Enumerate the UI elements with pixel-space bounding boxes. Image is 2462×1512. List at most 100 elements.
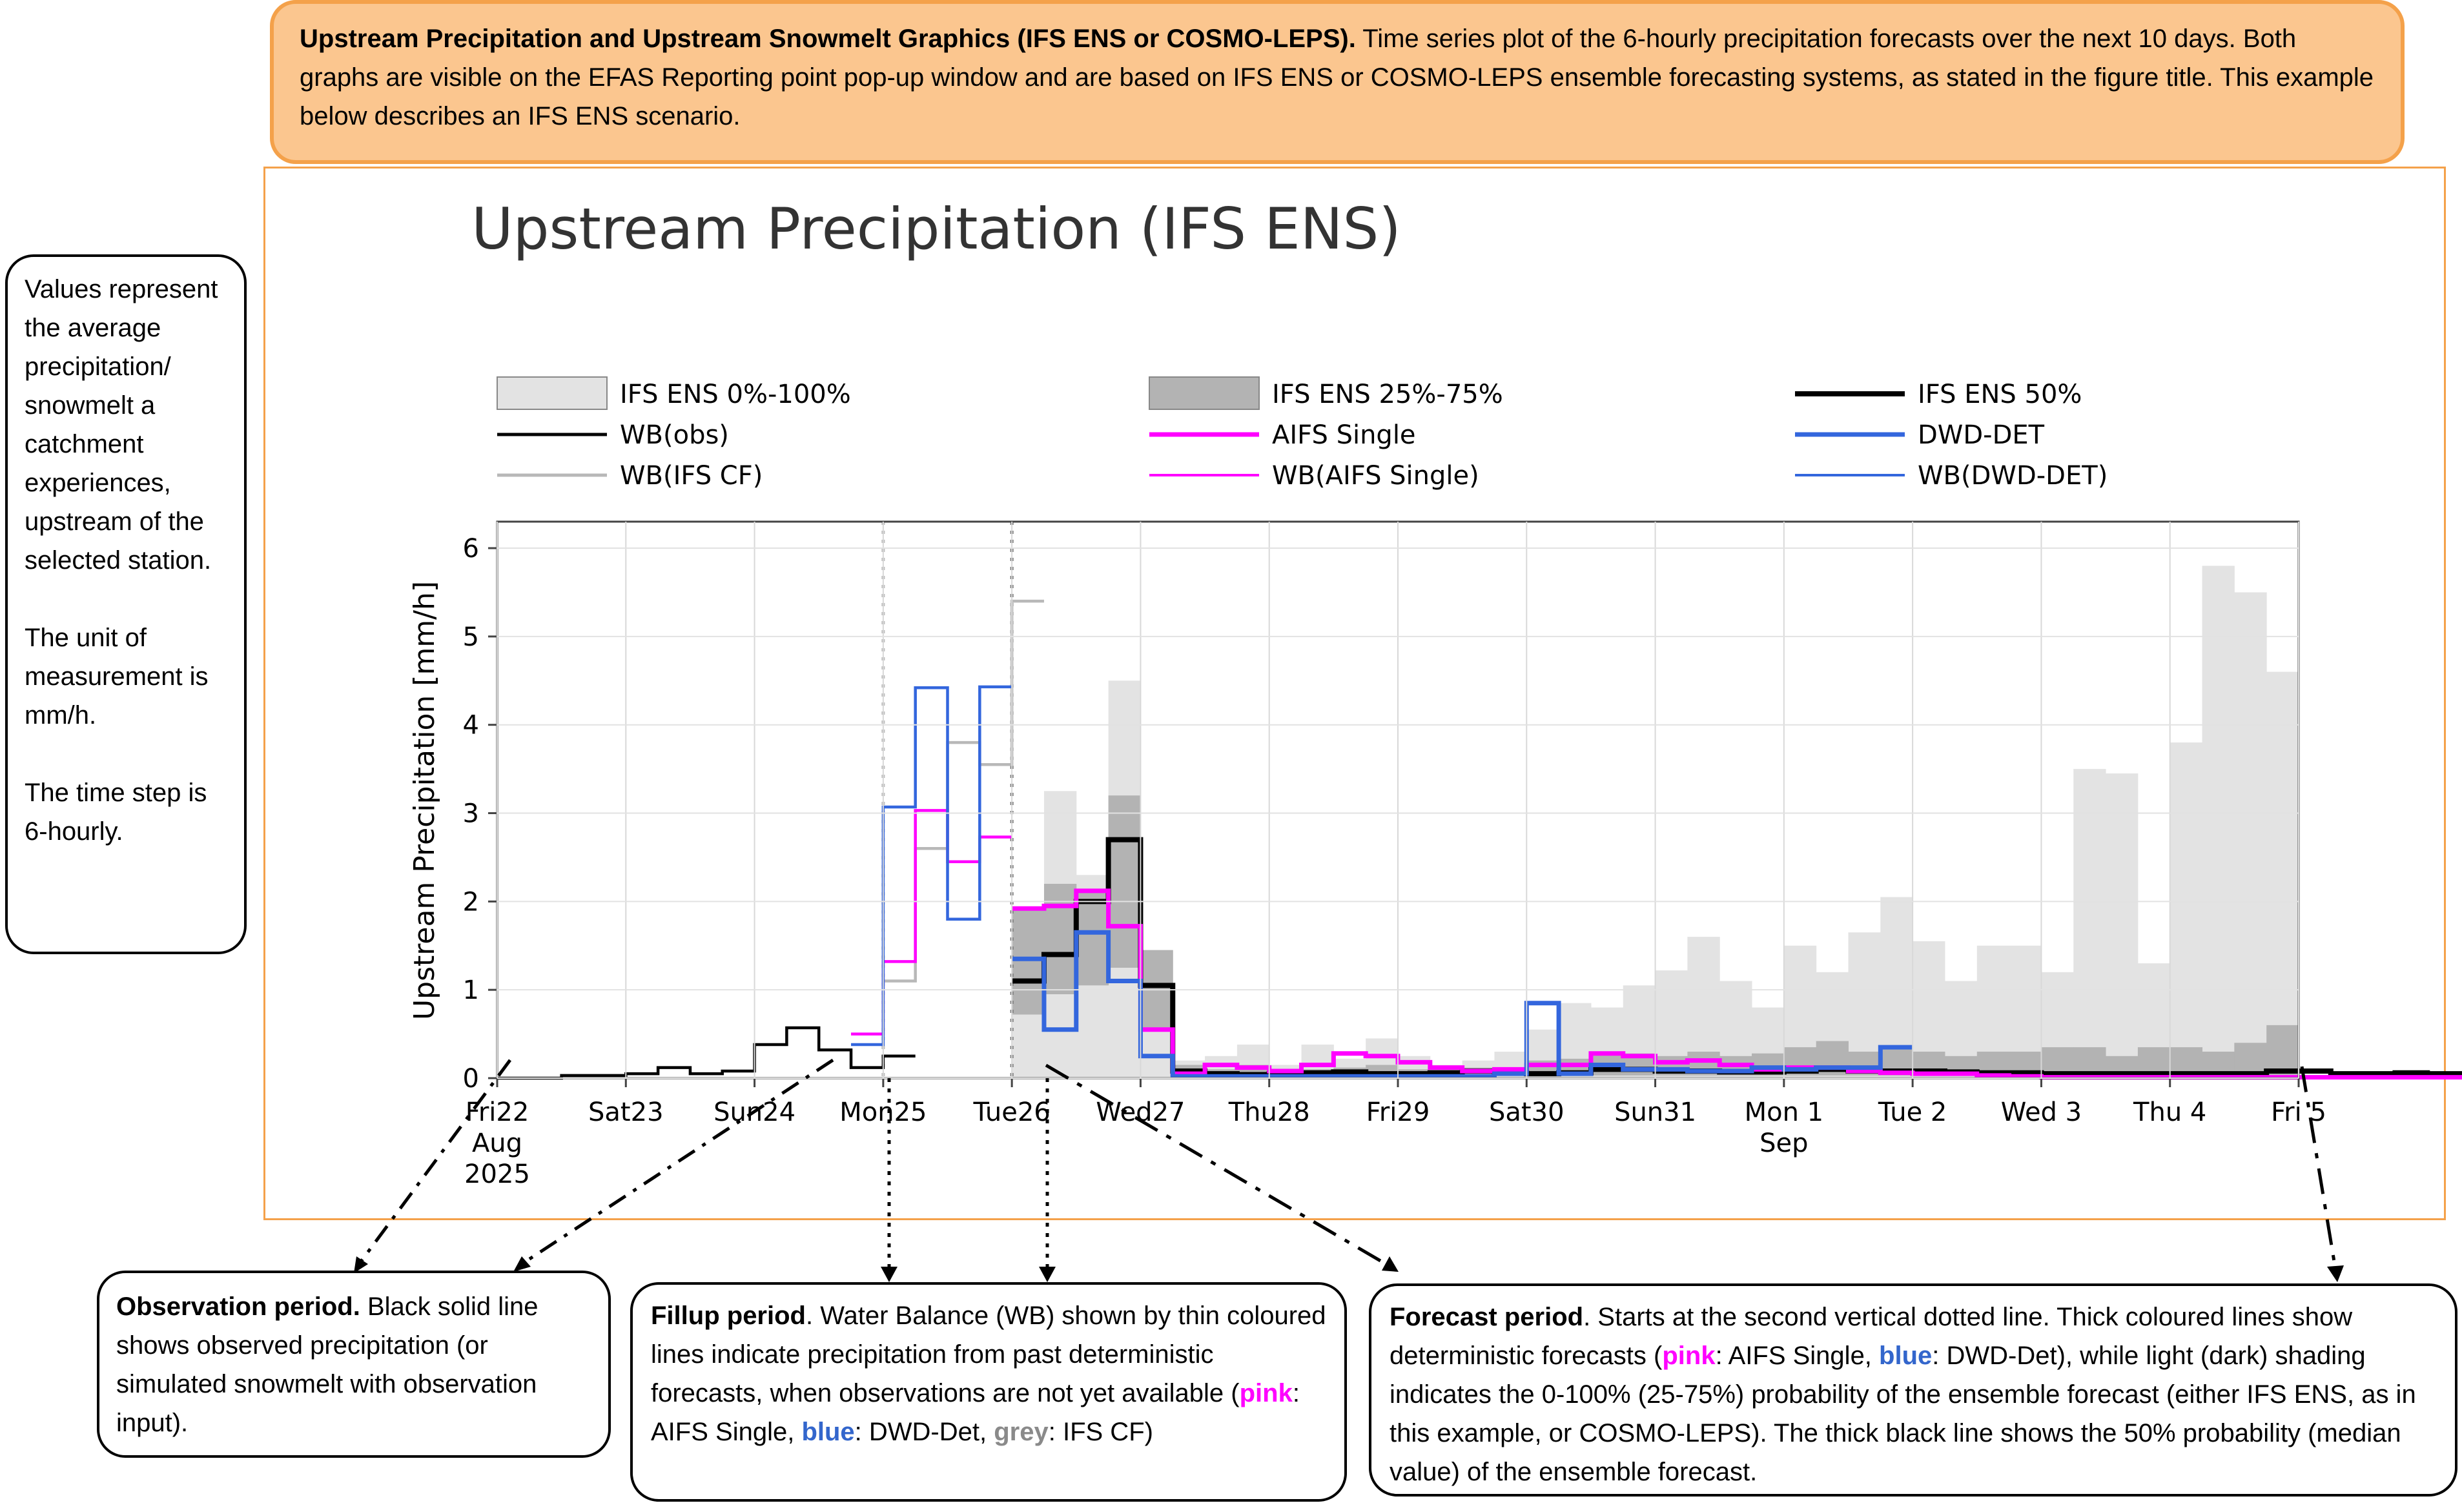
obs-note-title: Observation period.	[116, 1292, 360, 1321]
legend-item: IFS ENS 25%-75%	[1149, 376, 1503, 410]
observation-period-note: Observation period. Black solid line sho…	[97, 1271, 611, 1458]
band-25-75-bar	[2331, 1045, 2363, 1076]
y-axis-label: Upstream Precipitation [mm/h]	[408, 581, 441, 1020]
band-25-75-bar	[2137, 1047, 2171, 1076]
fill-note-title: Fillup period	[651, 1302, 806, 1330]
x-tick-label: Wed 3	[2001, 1098, 2082, 1127]
legend-label: DWD-DET	[1918, 420, 2045, 450]
arrowhead-forecast	[1382, 1256, 1399, 1272]
arrow-fri5	[2300, 1066, 2338, 1274]
legend-item: DWD-DET	[1795, 420, 2045, 450]
y-tick-label: 4	[463, 711, 479, 741]
y-tick-label: 0	[463, 1064, 479, 1094]
band-25-75-bar	[2266, 1025, 2299, 1076]
fill-note-pink: pink	[1239, 1379, 1293, 1407]
band-0-100-bar	[2106, 773, 2139, 1078]
band-0-100-bar	[2073, 769, 2106, 1078]
fillup-period-note: Fillup period. Water Balance (WB) shown …	[630, 1282, 1347, 1502]
fill-note-blue: blue	[801, 1418, 855, 1446]
fc-note-body2: : AIFS Single,	[1715, 1342, 1880, 1370]
chart-legend: IFS ENS 0%-100% IFS ENS 25%-75% IFS ENS 50…	[497, 376, 2108, 491]
fill-note-grey: grey	[994, 1418, 1049, 1446]
band-0-100-bar	[2395, 690, 2427, 1078]
band-0-100-bar	[2331, 773, 2363, 1078]
y-tick-label: 2	[463, 887, 479, 917]
units-note-p2: The unit of measurement is mm/h.	[25, 624, 209, 730]
units-note: Values represent the average precipitati…	[5, 254, 247, 954]
forecast-period-note: Forecast period. Starts at the second ve…	[1369, 1283, 2457, 1497]
band-0-100-bar	[2202, 566, 2235, 1078]
fill-note-body4: : IFS CF)	[1048, 1418, 1153, 1446]
x-tick-label: Sat30	[1489, 1098, 1564, 1127]
x-tick-label: Tue 2	[1878, 1098, 1947, 1127]
band-0-100-bar	[2266, 671, 2299, 1078]
arrow-obs-1	[357, 1059, 512, 1265]
arrowhead-obs-2	[513, 1256, 531, 1272]
legend-label: IFS ENS 50%	[1918, 380, 2082, 409]
legend-label: WB(IFS CF)	[620, 461, 763, 491]
wb-aifs-single-line	[851, 809, 1012, 1036]
legend-swatch	[497, 376, 608, 410]
band-0-100-bar	[2427, 694, 2459, 1078]
band-0-100-bar	[2459, 831, 2462, 1078]
arrowhead-obs-1	[354, 1256, 368, 1273]
y-tick-label: 6	[463, 534, 479, 564]
y-tick-label: 5	[463, 622, 479, 652]
fill-note-body3: : DWD-Det,	[854, 1418, 987, 1446]
band-25-75-bar	[2395, 1034, 2427, 1076]
arrow-forecast	[1045, 1063, 1390, 1267]
fc-note-blue: blue	[1879, 1342, 1933, 1370]
band-25-75-bar	[2459, 1038, 2462, 1075]
band-25-75-bar	[1108, 795, 1141, 968]
legend-item: WB(IFS CF)	[497, 461, 763, 491]
y-tick-label: 3	[463, 799, 479, 829]
arrow-heads	[354, 1256, 2344, 1282]
fill-note-body2: : AIFS Single,	[651, 1379, 1300, 1446]
obs-note-body: Black solid line shows observed precipit…	[116, 1292, 539, 1437]
band-25-75-bar	[1043, 883, 1077, 995]
x-tick-label: Sun31	[1614, 1098, 1696, 1127]
fc-note-pink: pink	[1662, 1342, 1716, 1370]
units-note-p1: Values represent the average precipitati…	[25, 275, 218, 575]
x-tick-label: Fri 5	[2271, 1098, 2326, 1127]
legend-item: WB(obs)	[497, 420, 729, 450]
annotation-arrows	[357, 1058, 2338, 1274]
arrow-obs-2	[520, 1058, 834, 1266]
x-tick-label: Thu 4	[2133, 1098, 2206, 1127]
band-25-75-bar	[2170, 1047, 2203, 1076]
legend-label: WB(DWD-DET)	[1918, 461, 2108, 491]
fill-note-body1: . Water Balance (WB) shown by thin colou…	[651, 1302, 1326, 1407]
x-tick-label: Mon25	[839, 1098, 927, 1127]
arrowhead-fill-2	[1039, 1267, 1056, 1282]
legend-label: IFS ENS 25%-75%	[1272, 380, 1503, 409]
chart-frame	[263, 167, 2446, 1220]
legend-label: AIFS Single	[1272, 420, 1416, 450]
chart-title: Upstream Precipitation (IFS ENS)	[471, 196, 1400, 262]
wb-dwd-det-line	[851, 685, 1012, 1047]
fc-note-body1: . Starts at the second vertical dotted l…	[1390, 1303, 2353, 1370]
legend-item: WB(AIFS Single)	[1149, 461, 1479, 491]
legend-item: IFS ENS 0%-100%	[497, 376, 851, 410]
x-tick-label: Mon 1	[1745, 1098, 1824, 1127]
header-body: Time series plot of the 6-hourly precipi…	[300, 25, 2374, 130]
band-25-75-bar	[1012, 910, 1045, 1015]
band-25-75-bar	[2234, 1043, 2267, 1076]
x-tick-label: Fri22	[466, 1098, 529, 1127]
legend-label: WB(AIFS Single)	[1272, 461, 1479, 491]
legend-item: WB(DWD-DET)	[1795, 461, 2108, 491]
band-25-75-bar	[2427, 1030, 2459, 1076]
wb-obs-line	[497, 1026, 916, 1080]
header-title: Upstream Precipitation and Upstream Snow…	[300, 25, 1356, 53]
band-0-100-bar	[2363, 848, 2395, 1078]
x-tick-label: 2025	[464, 1160, 530, 1189]
x-tick-label: Tue26	[973, 1098, 1051, 1127]
x-tick-label: Sep	[1759, 1129, 1808, 1158]
units-note-p3: The time step is 6-hourly.	[25, 779, 207, 846]
fc-note-body3: : DWD-Det), while light (dark) shading i…	[1390, 1342, 2416, 1486]
band-0-100-bar	[2234, 592, 2267, 1078]
header-caption: Upstream Precipitation and Upstream Snow…	[270, 0, 2405, 164]
band-25-75-bar	[2073, 1047, 2106, 1076]
y-tick-label: 1	[463, 976, 479, 1005]
